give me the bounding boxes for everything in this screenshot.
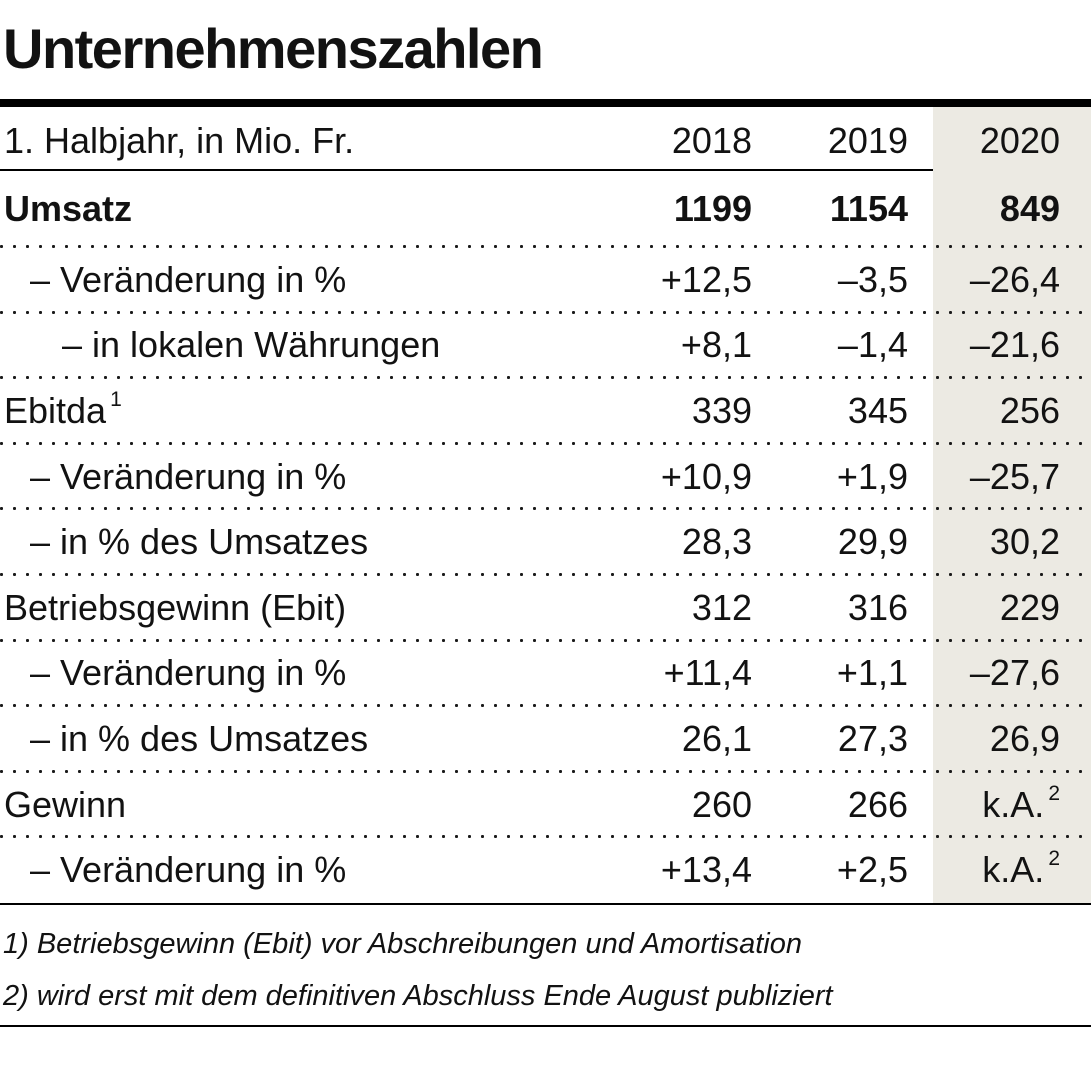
value-2018: 312 <box>691 586 752 628</box>
value-2019: –3,5 <box>837 258 908 300</box>
table-row-ebitda: Ebitda 1 339 345 256 <box>0 378 1091 445</box>
row-label: – Veränderung in % <box>30 455 347 497</box>
value-2020: 229 <box>999 586 1060 628</box>
row-label: – in % des Umsatzes <box>30 717 369 759</box>
page-title: Unternehmenszahlen <box>3 17 544 80</box>
value-2018: 26,1 <box>681 717 752 759</box>
table-row-umsatz: Umsatz 1199 1154 849 <box>0 171 1091 248</box>
table-row-ebitda-veraenderung: – Veränderung in % +10,9 +1,9 –25,7 <box>0 444 1091 510</box>
column-header-2018: 2018 <box>671 120 752 161</box>
row-label: – in lokalen Währungen <box>62 324 441 366</box>
value-2020: 26,9 <box>989 717 1060 759</box>
table-row-ebit-veraenderung: – Veränderung in % +11,4 +1,1 –27,6 <box>0 641 1091 707</box>
row-label: – Veränderung in % <box>30 258 347 300</box>
value-2018: +8,1 <box>680 324 752 366</box>
value-2018: 1199 <box>673 188 752 229</box>
row-label: Ebitda 1 <box>4 387 122 431</box>
value-2020: 30,2 <box>989 521 1060 563</box>
header-rule <box>0 169 1091 171</box>
table-bottom-rule <box>0 902 1091 905</box>
value-2019: 266 <box>847 783 908 825</box>
value-2018: 339 <box>691 389 752 431</box>
footnotes: 1) Betriebsgewinn (Ebit) vor Abschreibun… <box>0 905 1091 1025</box>
figure-bottom-rule <box>0 1024 1091 1027</box>
table-header-row: 1. Halbjahr, in Mio. Fr. 2018 2019 2020 <box>0 107 1091 169</box>
value-2019: –1,4 <box>837 324 908 366</box>
table-row-gewinn-veraenderung: – Veränderung in % +13,4 +2,5 k.A. 2 <box>0 837 1091 903</box>
value-2018: +12,5 <box>660 258 752 300</box>
table-row-ebit-marge: – in % des Umsatzes 26,1 27,3 26,9 <box>0 706 1091 773</box>
row-label: Gewinn <box>4 783 127 825</box>
row-label: – Veränderung in % <box>30 652 347 694</box>
value-2020: k.A. 2 <box>982 781 1060 825</box>
row-label: Umsatz <box>4 188 133 229</box>
value-2018: +10,9 <box>660 455 752 497</box>
column-header-2019: 2019 <box>827 120 908 161</box>
table-section: 1. Halbjahr, in Mio. Fr. 2018 2019 2020 … <box>0 107 1091 903</box>
value-2018: +13,4 <box>660 849 752 891</box>
value-2020: –27,6 <box>969 652 1060 694</box>
table-row-ebitda-marge: – in % des Umsatzes 28,3 29,9 30,2 <box>0 509 1091 576</box>
value-2019: +2,5 <box>836 849 908 891</box>
table-row-lokale-waehrungen: – in lokalen Währungen +8,1 –1,4 –21,6 <box>0 313 1091 379</box>
value-2019: 316 <box>847 586 908 628</box>
footnote-marker-2: 2 <box>1048 847 1060 871</box>
value-2019: 27,3 <box>837 717 908 759</box>
row-label: – Veränderung in % <box>30 849 347 891</box>
value-2020: –25,7 <box>969 455 1060 497</box>
footnote-2: 2) wird erst mit dem definitiven Abschlu… <box>3 979 833 1012</box>
footnote-1: 1) Betriebsgewinn (Ebit) vor Abschreibun… <box>3 927 802 960</box>
title-rule <box>0 99 1091 107</box>
value-2018: +11,4 <box>663 652 752 694</box>
value-2019: +1,9 <box>836 455 908 497</box>
value-2020: 849 <box>999 188 1060 229</box>
value-2018: 28,3 <box>681 521 752 563</box>
row-label: – in % des Umsatzes <box>30 521 369 563</box>
value-2019: 29,9 <box>837 521 908 563</box>
value-2019: 345 <box>847 389 908 431</box>
table-row-betriebsgewinn: Betriebsgewinn (Ebit) 312 316 229 <box>0 575 1091 642</box>
table-row-gewinn: Gewinn 260 266 k.A. 2 <box>0 772 1091 838</box>
footnote-marker-2: 2 <box>1048 781 1060 805</box>
value-2018: 260 <box>691 783 752 825</box>
value-2019: +1,1 <box>836 652 908 694</box>
table-header-label: 1. Halbjahr, in Mio. Fr. <box>4 120 355 161</box>
row-label: Betriebsgewinn (Ebit) <box>4 586 347 628</box>
value-2019: 1154 <box>829 188 908 229</box>
value-2020: 256 <box>999 389 1060 431</box>
value-2020: k.A. 2 <box>982 847 1060 891</box>
footnote-marker-1: 1 <box>110 387 122 411</box>
table-row-umsatz-veraenderung: – Veränderung in % +12,5 –3,5 –26,4 <box>0 247 1091 314</box>
value-2020: –21,6 <box>969 324 1060 366</box>
value-2020: –26,4 <box>969 258 1060 300</box>
column-header-2020: 2020 <box>979 120 1060 161</box>
